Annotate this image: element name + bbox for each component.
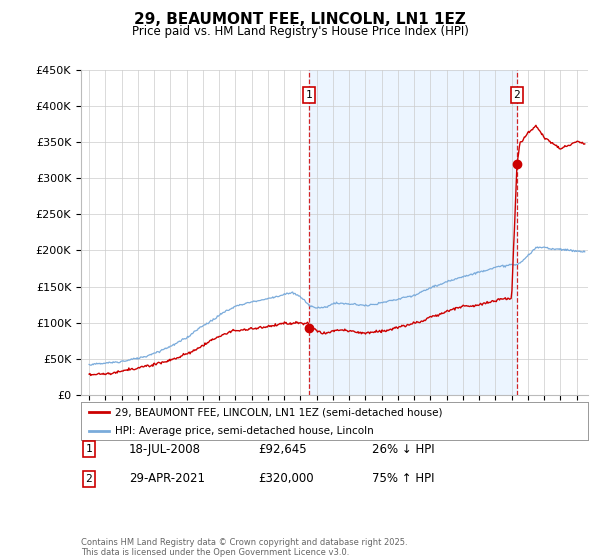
- Text: £320,000: £320,000: [258, 472, 314, 486]
- Text: 1: 1: [306, 90, 313, 100]
- Text: 2: 2: [85, 474, 92, 484]
- Text: HPI: Average price, semi-detached house, Lincoln: HPI: Average price, semi-detached house,…: [115, 426, 374, 436]
- Text: 29, BEAUMONT FEE, LINCOLN, LN1 1EZ: 29, BEAUMONT FEE, LINCOLN, LN1 1EZ: [134, 12, 466, 27]
- Text: Price paid vs. HM Land Registry's House Price Index (HPI): Price paid vs. HM Land Registry's House …: [131, 25, 469, 38]
- Bar: [309, 70, 517, 395]
- Text: 26% ↓ HPI: 26% ↓ HPI: [372, 442, 434, 456]
- Text: £92,645: £92,645: [258, 442, 307, 456]
- Text: 29-APR-2021: 29-APR-2021: [129, 472, 205, 486]
- Text: 1: 1: [85, 444, 92, 454]
- Text: 75% ↑ HPI: 75% ↑ HPI: [372, 472, 434, 486]
- Text: 2: 2: [514, 90, 520, 100]
- Text: 29, BEAUMONT FEE, LINCOLN, LN1 1EZ (semi-detached house): 29, BEAUMONT FEE, LINCOLN, LN1 1EZ (semi…: [115, 407, 443, 417]
- Text: Contains HM Land Registry data © Crown copyright and database right 2025.
This d: Contains HM Land Registry data © Crown c…: [81, 538, 407, 557]
- Text: 18-JUL-2008: 18-JUL-2008: [129, 442, 201, 456]
